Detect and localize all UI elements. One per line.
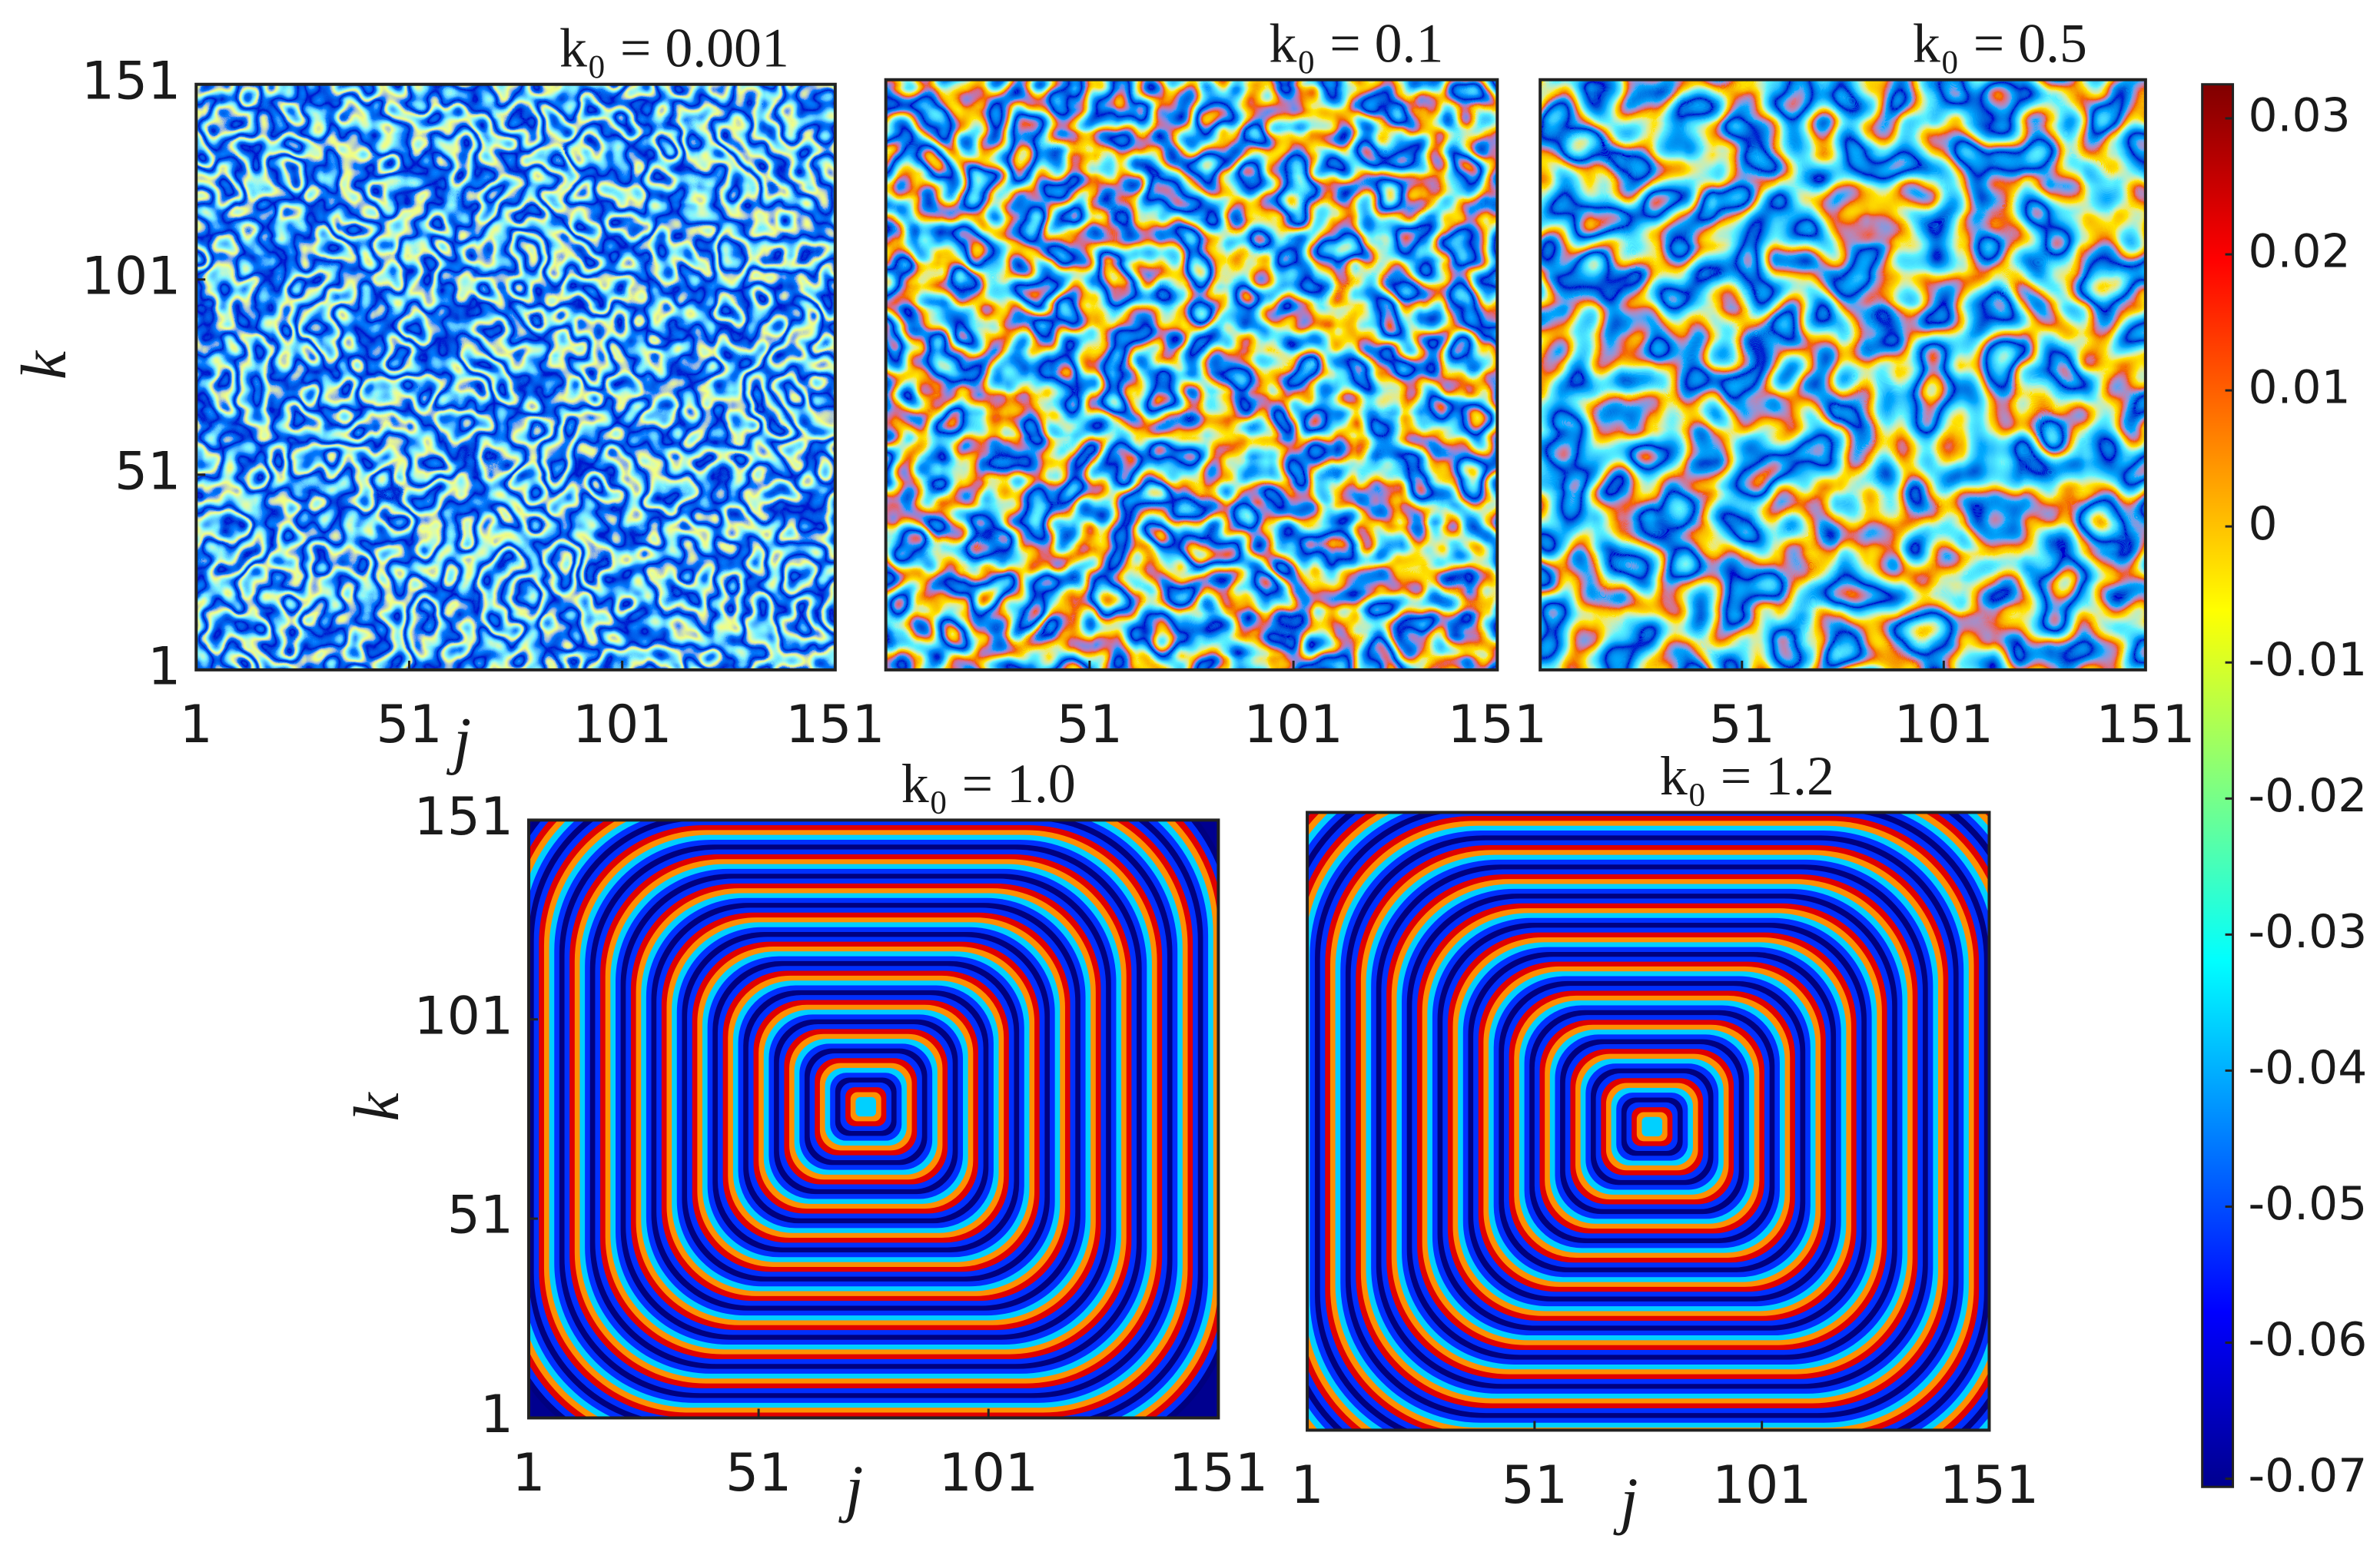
colorbar-tick-label: -0.04 <box>2248 1041 2367 1095</box>
panel-title: k₀ = 1.2 <box>1660 745 1834 807</box>
x-tick-label: 101 <box>939 1442 1038 1503</box>
colorbar-tick-label: -0.01 <box>2248 633 2367 687</box>
y-tick-label: 1 <box>148 635 181 696</box>
pattern <box>196 84 835 670</box>
x-tick-label: 51 <box>1709 694 1775 754</box>
x-tick-label: 101 <box>1243 694 1343 754</box>
x-tick-label: 51 <box>725 1442 792 1503</box>
plot-frame <box>527 818 1220 1420</box>
colorbar-tick-label: -0.07 <box>2248 1449 2367 1503</box>
colorbar-tick-label: 0.03 <box>2248 89 2350 143</box>
colorbar-tick-label: -0.03 <box>2248 905 2367 959</box>
x-tick-label: 151 <box>2096 694 2195 754</box>
x-tick-label: 1 <box>512 1442 545 1503</box>
pattern-band <box>1641 1116 1663 1137</box>
x-tick-label: 151 <box>1940 1454 2039 1515</box>
x-tick-label: 101 <box>1894 694 1993 754</box>
x-tick-label: 151 <box>1448 694 1547 754</box>
y-tick-label: 151 <box>81 50 181 111</box>
pattern <box>1540 79 2146 670</box>
y-tick-label: 51 <box>115 440 181 501</box>
y-axis-label: k <box>8 350 80 380</box>
plot-frame <box>194 82 837 672</box>
pattern <box>1307 812 1990 1431</box>
x-tick-label: 151 <box>785 694 885 754</box>
x-axis-label: j <box>446 705 471 776</box>
y-tick-label: 101 <box>81 245 181 306</box>
plot-frame <box>1306 811 1991 1432</box>
plot-frame <box>1539 78 2147 672</box>
x-axis-label: j <box>838 1452 863 1524</box>
panel-title: k₀ = 0.1 <box>1269 12 1443 74</box>
x-tick-label: 1 <box>180 694 213 754</box>
y-tick-label: 151 <box>414 786 513 847</box>
colorbar-tick-label: 0.02 <box>2248 225 2350 279</box>
panel-title: k₀ = 0.001 <box>559 17 789 78</box>
y-tick-label: 51 <box>447 1185 513 1245</box>
x-tick-label: 51 <box>1057 694 1123 754</box>
x-tick-label: 51 <box>1502 1454 1568 1515</box>
y-tick-label: 101 <box>414 985 513 1046</box>
colorbar-tick-label: -0.02 <box>2248 769 2367 823</box>
panel-title: k₀ = 0.5 <box>1913 12 2087 74</box>
colorbar-tick-label: 0.01 <box>2248 361 2350 415</box>
pattern <box>529 820 1219 1418</box>
y-axis-label: k <box>341 1091 413 1121</box>
panel-title: k₀ = 1.0 <box>901 753 1076 814</box>
x-tick-label: 1 <box>1290 1454 1323 1515</box>
colorbar-tick-label: 0 <box>2248 497 2277 551</box>
plot-frame <box>884 78 1499 672</box>
colorbar-tick-label: -0.06 <box>2248 1313 2367 1367</box>
x-tick-label: 101 <box>573 694 672 754</box>
x-tick-label: 101 <box>1712 1454 1811 1515</box>
x-axis-label: j <box>1613 1464 1638 1536</box>
pattern-band <box>855 1096 877 1117</box>
x-tick-label: 51 <box>376 694 442 754</box>
y-tick-label: 1 <box>480 1384 513 1444</box>
pattern <box>885 79 1498 670</box>
colorbar <box>2201 83 2235 1488</box>
colorbar-tick-label: -0.05 <box>2248 1177 2367 1231</box>
x-tick-label: 151 <box>1169 1442 1268 1503</box>
